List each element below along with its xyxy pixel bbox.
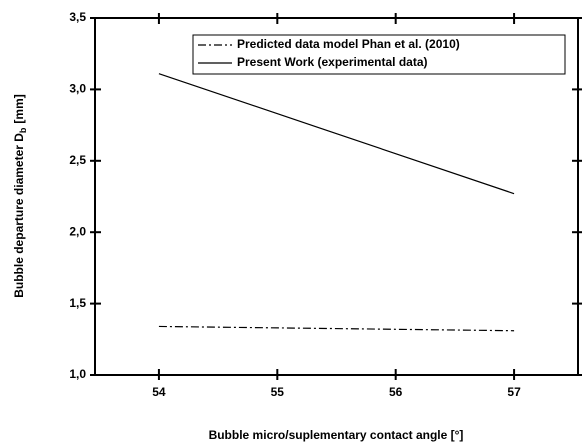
y-tick-label: 3,0 (69, 82, 86, 96)
x-tick-label: 55 (271, 385, 285, 399)
y-label-main: Bubble departure diameter D (12, 133, 26, 298)
x-tick-label: 56 (389, 385, 403, 399)
y-tick-label: 3,5 (69, 10, 86, 24)
series-line (158, 325, 515, 332)
x-axis-label: Bubble micro/suplementary contact angle … (209, 428, 464, 442)
legend-box (192, 34, 566, 75)
y-axis-label: Bubble departure diameter Db [mm] (12, 94, 28, 298)
y-tick-label: 2,0 (69, 224, 86, 238)
y-tick-label: 2,5 (69, 153, 86, 167)
legend-label: Predicted data model Phan et al. (2010) (237, 37, 460, 51)
y-tick-label: 1,5 (69, 296, 86, 310)
y-label-unit: [mm] (12, 94, 26, 123)
x-tick-label: 57 (507, 385, 521, 399)
series-line (158, 73, 515, 195)
x-tick-label: 54 (152, 385, 166, 399)
legend-label: Present Work (experimental data) (237, 55, 428, 69)
y-label-sub: b (18, 127, 28, 133)
y-tick-label: 1,0 (69, 367, 86, 381)
plot-frame (94, 17, 579, 376)
